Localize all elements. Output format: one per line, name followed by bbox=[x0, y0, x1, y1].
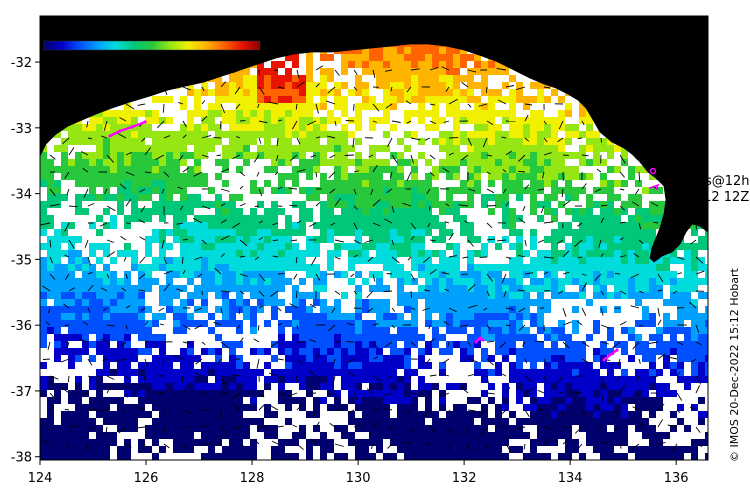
colorbar-label: 21 bbox=[172, 54, 187, 67]
lat-tick-label: -35 bbox=[11, 253, 32, 268]
colorbar-label: 15 bbox=[66, 54, 81, 67]
lon-tick-label: 132 bbox=[452, 471, 477, 486]
lon-tick-label: 124 bbox=[28, 471, 53, 486]
drifter-legend-marker bbox=[649, 183, 660, 191]
current-vectors bbox=[40, 65, 706, 453]
drifters-label: drifters@12h bbox=[665, 174, 750, 189]
longitude-axis: 124 126 128 130 132 134 136 bbox=[28, 460, 689, 486]
colorbar: Filled 4h comp, p50, All Sats 14 15 16 17 18… bbox=[43, 27, 261, 67]
lat-tick-label: -36 bbox=[11, 319, 32, 334]
argo-label: Argo bbox=[665, 164, 700, 179]
date-label: 17-Dec-2022 16Z bbox=[468, 27, 582, 42]
model-label: NRT00 GSL bbox=[601, 38, 674, 53]
argo-legend-marker bbox=[649, 167, 657, 175]
imos-credit: © IMOS 20-Dec-2022 15:12 Hobart bbox=[728, 267, 741, 462]
colorbar-label: 23 bbox=[207, 54, 222, 67]
colorbar-labels: 14 15 16 17 18 19 20 21 22 23 24 25 bbox=[48, 54, 257, 67]
latitude-axis: -32 -33 -34 -35 -36 -37 -38 bbox=[11, 56, 40, 466]
colorbar-label: 19 bbox=[136, 54, 151, 67]
scale-label: 0.5m/s (1kt 24h) bbox=[601, 70, 710, 85]
lon-tick-label: 136 bbox=[664, 471, 689, 486]
map-frame bbox=[39, 15, 709, 461]
australia-landmass bbox=[40, 16, 708, 263]
lat-tick-label: -38 bbox=[11, 451, 32, 466]
colorbar-bar bbox=[43, 40, 261, 51]
plot-area bbox=[40, 16, 708, 460]
colorbar-label: 20 bbox=[154, 54, 170, 67]
colorbar-label: 24 bbox=[224, 54, 240, 67]
time-label: 17-Dec 06:00Z bbox=[601, 54, 698, 69]
colorbar-label: 16 bbox=[84, 54, 100, 67]
colorbar-label: 18 bbox=[119, 54, 134, 67]
lon-tick-label: 126 bbox=[134, 471, 159, 486]
lat-tick-label: -34 bbox=[11, 188, 32, 203]
lat-tick-label: -32 bbox=[11, 56, 32, 71]
colorbar-label: 17 bbox=[101, 54, 116, 67]
colorbar-label: 22 bbox=[189, 54, 204, 67]
scale-arrow-head bbox=[625, 86, 633, 94]
lon-tick-label: 130 bbox=[346, 471, 371, 486]
lon-tick-label: 134 bbox=[558, 471, 583, 486]
argo-float-tracks bbox=[108, 120, 619, 362]
lon-tick-label: 128 bbox=[240, 471, 265, 486]
lat-tick-label: -33 bbox=[11, 122, 32, 137]
colorbar-title: Filled 4h comp, p50, All Sats bbox=[55, 27, 232, 40]
colorbar-label: 14 bbox=[48, 54, 64, 67]
drifters-time-label: to 18/12 12Z bbox=[665, 190, 749, 205]
drifter-track bbox=[109, 120, 146, 138]
colorbar-label: 25 bbox=[242, 54, 257, 67]
lat-tick-label: -37 bbox=[11, 385, 32, 400]
